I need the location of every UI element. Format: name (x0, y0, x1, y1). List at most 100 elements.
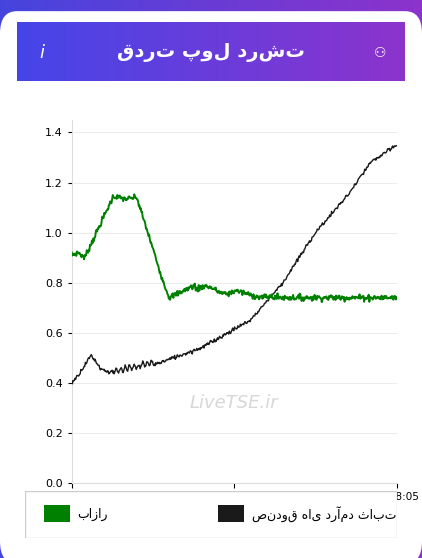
FancyBboxPatch shape (160, 22, 165, 81)
Text: صندوق های درآمد ثابت: صندوق های درآمد ثابت (252, 507, 396, 523)
FancyBboxPatch shape (382, 22, 386, 81)
FancyBboxPatch shape (296, 22, 300, 81)
FancyBboxPatch shape (312, 22, 316, 81)
FancyBboxPatch shape (262, 22, 265, 81)
Text: i: i (40, 44, 45, 62)
FancyBboxPatch shape (281, 22, 285, 81)
FancyBboxPatch shape (304, 22, 308, 81)
FancyBboxPatch shape (324, 22, 327, 81)
FancyBboxPatch shape (347, 22, 351, 81)
FancyBboxPatch shape (91, 22, 95, 81)
FancyBboxPatch shape (118, 22, 122, 81)
FancyBboxPatch shape (285, 22, 289, 81)
FancyBboxPatch shape (157, 22, 160, 81)
FancyBboxPatch shape (56, 22, 60, 81)
FancyBboxPatch shape (277, 22, 281, 81)
FancyBboxPatch shape (234, 22, 238, 81)
FancyBboxPatch shape (374, 22, 378, 81)
FancyBboxPatch shape (219, 22, 223, 81)
FancyBboxPatch shape (339, 22, 343, 81)
FancyBboxPatch shape (316, 22, 320, 81)
FancyBboxPatch shape (207, 22, 211, 81)
FancyBboxPatch shape (36, 22, 40, 81)
FancyBboxPatch shape (17, 22, 21, 81)
FancyBboxPatch shape (48, 22, 52, 81)
FancyBboxPatch shape (149, 22, 153, 81)
FancyBboxPatch shape (75, 22, 79, 81)
FancyBboxPatch shape (393, 22, 398, 81)
FancyBboxPatch shape (203, 22, 207, 81)
FancyBboxPatch shape (289, 22, 292, 81)
FancyBboxPatch shape (359, 22, 362, 81)
FancyBboxPatch shape (300, 22, 304, 81)
FancyBboxPatch shape (176, 22, 180, 81)
FancyBboxPatch shape (122, 22, 126, 81)
FancyBboxPatch shape (133, 22, 137, 81)
FancyBboxPatch shape (343, 22, 347, 81)
FancyBboxPatch shape (238, 22, 242, 81)
FancyBboxPatch shape (60, 22, 63, 81)
FancyBboxPatch shape (98, 22, 102, 81)
FancyBboxPatch shape (145, 22, 149, 81)
FancyBboxPatch shape (102, 22, 106, 81)
FancyBboxPatch shape (386, 22, 390, 81)
Text: قدرت پول درشت: قدرت پول درشت (117, 43, 305, 62)
FancyBboxPatch shape (308, 22, 312, 81)
FancyBboxPatch shape (44, 506, 70, 522)
FancyBboxPatch shape (106, 22, 110, 81)
FancyBboxPatch shape (215, 22, 219, 81)
FancyBboxPatch shape (327, 22, 331, 81)
FancyBboxPatch shape (79, 22, 83, 81)
FancyBboxPatch shape (370, 22, 374, 81)
FancyBboxPatch shape (320, 22, 324, 81)
FancyBboxPatch shape (180, 22, 184, 81)
FancyBboxPatch shape (265, 22, 269, 81)
Text: زمان: زمان (372, 508, 397, 521)
FancyBboxPatch shape (269, 22, 273, 81)
FancyBboxPatch shape (273, 22, 277, 81)
FancyBboxPatch shape (195, 22, 199, 81)
FancyBboxPatch shape (153, 22, 157, 81)
Text: بازار: بازار (77, 508, 108, 521)
FancyBboxPatch shape (188, 22, 192, 81)
FancyBboxPatch shape (24, 22, 29, 81)
FancyBboxPatch shape (68, 22, 71, 81)
FancyBboxPatch shape (63, 22, 68, 81)
FancyBboxPatch shape (254, 22, 257, 81)
FancyBboxPatch shape (32, 22, 36, 81)
FancyBboxPatch shape (223, 22, 227, 81)
FancyBboxPatch shape (25, 491, 397, 538)
FancyBboxPatch shape (168, 22, 172, 81)
FancyBboxPatch shape (71, 22, 75, 81)
FancyBboxPatch shape (114, 22, 118, 81)
FancyBboxPatch shape (390, 22, 393, 81)
FancyBboxPatch shape (52, 22, 56, 81)
FancyBboxPatch shape (292, 22, 296, 81)
FancyBboxPatch shape (87, 22, 91, 81)
FancyBboxPatch shape (366, 22, 370, 81)
FancyBboxPatch shape (95, 22, 98, 81)
FancyBboxPatch shape (21, 22, 24, 81)
FancyBboxPatch shape (230, 22, 234, 81)
FancyBboxPatch shape (250, 22, 254, 81)
FancyBboxPatch shape (110, 22, 114, 81)
FancyBboxPatch shape (246, 22, 250, 81)
FancyBboxPatch shape (378, 22, 382, 81)
FancyBboxPatch shape (335, 22, 339, 81)
FancyBboxPatch shape (40, 22, 44, 81)
FancyBboxPatch shape (227, 22, 230, 81)
FancyBboxPatch shape (242, 22, 246, 81)
FancyBboxPatch shape (172, 22, 176, 81)
FancyBboxPatch shape (362, 22, 366, 81)
FancyBboxPatch shape (401, 22, 405, 81)
FancyBboxPatch shape (137, 22, 141, 81)
FancyBboxPatch shape (83, 22, 87, 81)
FancyBboxPatch shape (165, 22, 168, 81)
FancyBboxPatch shape (184, 22, 188, 81)
FancyBboxPatch shape (331, 22, 335, 81)
FancyBboxPatch shape (126, 22, 130, 81)
FancyBboxPatch shape (0, 11, 422, 558)
FancyBboxPatch shape (199, 22, 203, 81)
FancyBboxPatch shape (354, 22, 359, 81)
FancyBboxPatch shape (211, 22, 215, 81)
